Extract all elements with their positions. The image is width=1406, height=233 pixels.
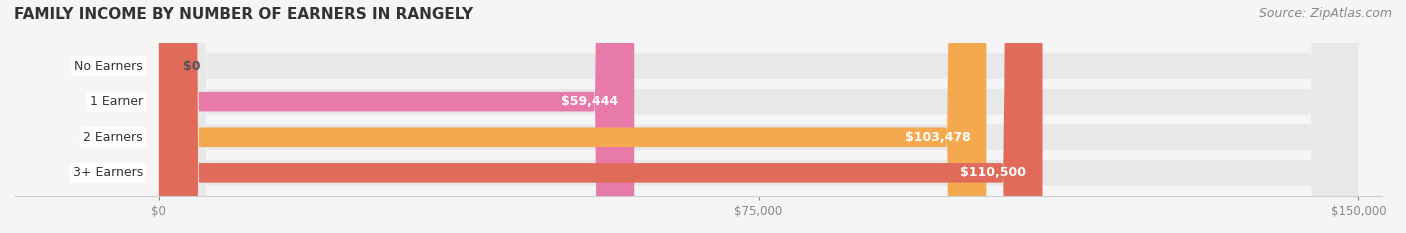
FancyBboxPatch shape	[159, 0, 634, 233]
Text: 2 Earners: 2 Earners	[83, 131, 143, 144]
FancyBboxPatch shape	[159, 0, 1358, 233]
Text: $59,444: $59,444	[561, 95, 619, 108]
Text: 1 Earner: 1 Earner	[90, 95, 143, 108]
FancyBboxPatch shape	[159, 0, 1358, 233]
Text: No Earners: No Earners	[75, 60, 143, 73]
Text: Source: ZipAtlas.com: Source: ZipAtlas.com	[1258, 7, 1392, 20]
FancyBboxPatch shape	[159, 0, 1042, 233]
FancyBboxPatch shape	[159, 0, 1358, 233]
FancyBboxPatch shape	[159, 0, 1358, 233]
Text: $0: $0	[183, 60, 201, 73]
Text: $103,478: $103,478	[904, 131, 970, 144]
Text: 3+ Earners: 3+ Earners	[73, 166, 143, 179]
Text: FAMILY INCOME BY NUMBER OF EARNERS IN RANGELY: FAMILY INCOME BY NUMBER OF EARNERS IN RA…	[14, 7, 474, 22]
Text: $110,500: $110,500	[960, 166, 1026, 179]
FancyBboxPatch shape	[159, 0, 987, 233]
